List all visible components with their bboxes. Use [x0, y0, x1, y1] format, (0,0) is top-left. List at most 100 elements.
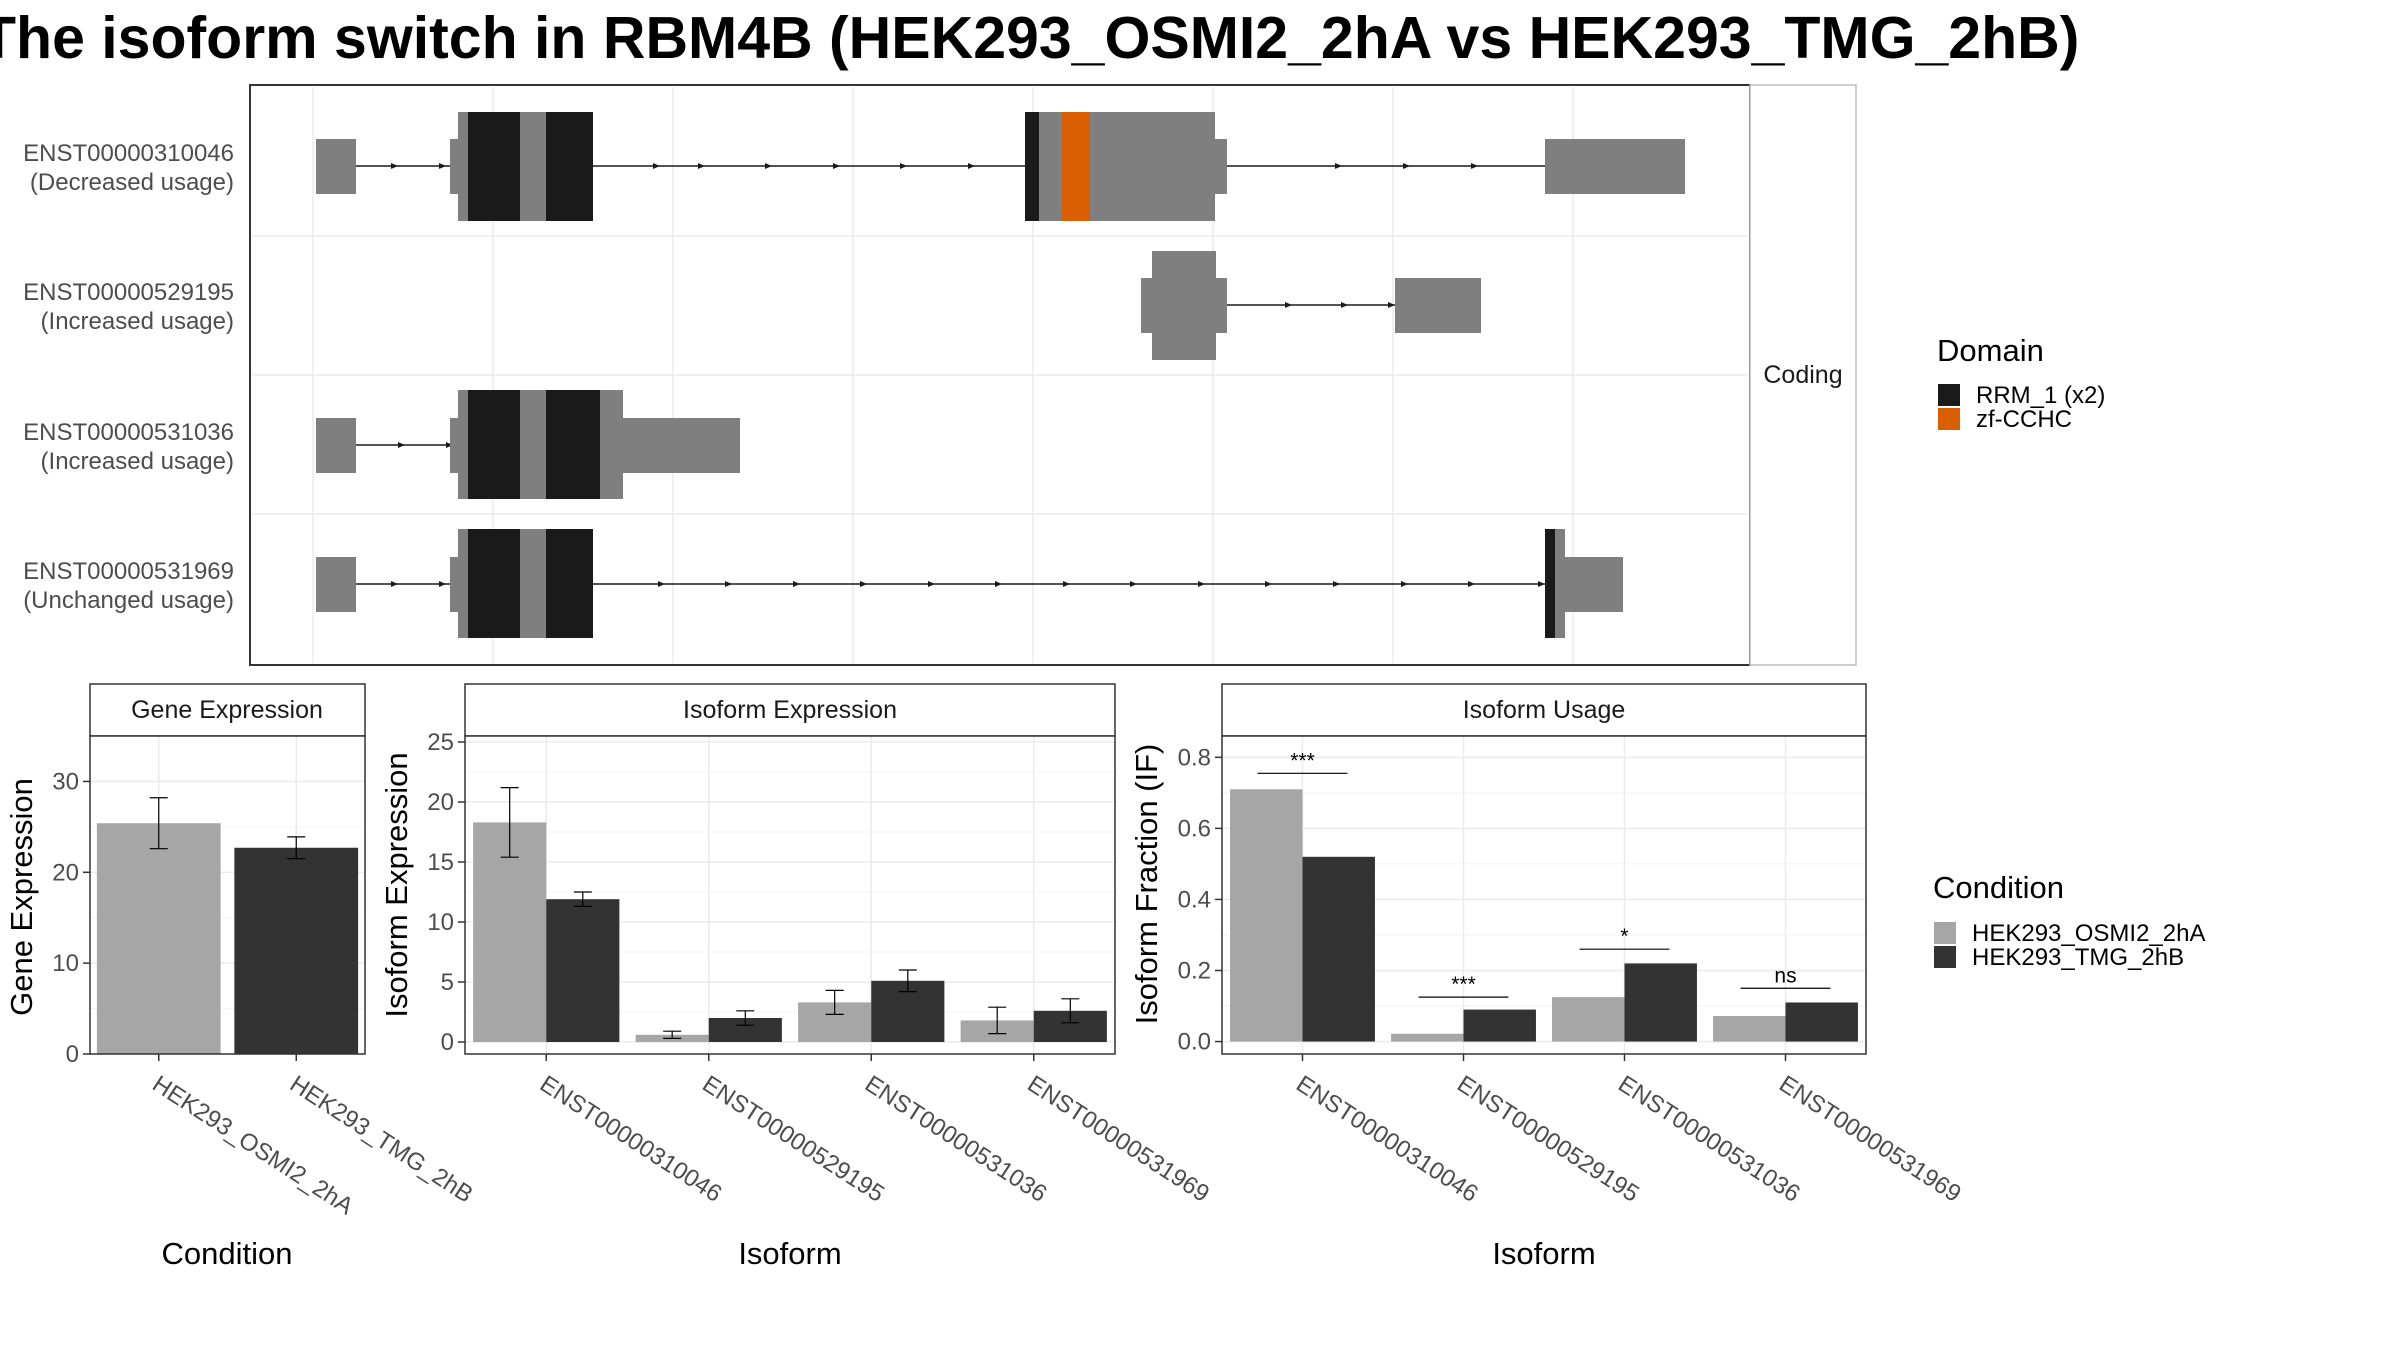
structure-gridlines [252, 87, 1748, 663]
bar [1391, 1033, 1464, 1042]
isoform-usage-strip-label: Isoform Usage [1463, 696, 1626, 724]
isoform-expression-ylabel: Isoform Expression [379, 752, 414, 1017]
x-tick-label: ENST00000531969 [1022, 1070, 1214, 1207]
y-tick-label: 0.6 [1178, 815, 1211, 842]
bar [1552, 997, 1625, 1042]
bar [234, 847, 359, 1054]
plot-border [1221, 735, 1867, 1055]
bar [96, 823, 221, 1054]
domain-legend: Domain RRM_1 (x2) zf-CCHC [1937, 333, 2105, 433]
isoform-expression-strip-label: Isoform Expression [683, 696, 897, 724]
condition-legend-title: Condition [1933, 870, 2064, 905]
track-labels: ENST00000310046 (Decreased usage) ENST00… [23, 140, 234, 614]
exon [316, 557, 356, 612]
y-tick-label: 25 [427, 729, 454, 756]
transcript-track-4 [316, 529, 1623, 638]
y-tick-label: 0.8 [1178, 744, 1211, 771]
track-label-id: ENST00000310046 [23, 140, 234, 167]
exon-utr [1213, 139, 1227, 194]
y-tick-label: 10 [52, 950, 79, 977]
transcript-track-2 [1141, 251, 1481, 360]
isoform-expression-xlabel: Isoform [738, 1236, 841, 1271]
track-label-id: ENST00000529195 [23, 279, 234, 306]
y-tick-label: 0.0 [1178, 1029, 1211, 1056]
isoform-usage-strip [1221, 683, 1867, 737]
y-tick-label: 30 [52, 768, 79, 795]
legend-label-tmg: HEK293_TMG_2hB [1972, 944, 2184, 971]
y-tick-label: 0.4 [1178, 886, 1211, 913]
rrm-domain [546, 529, 593, 638]
gene-expression-strip-label: Gene Expression [131, 696, 323, 724]
zf-cchc-domain [1062, 112, 1090, 221]
isoform-usage-panel: Isoform Usage Isoform Isoform Fraction (… [1129, 683, 1966, 1271]
isoform-usage-xlabel: Isoform [1492, 1236, 1595, 1271]
isoform-usage-ylabel: Isoform Fraction (IF) [1129, 744, 1164, 1025]
rrm-domain [1025, 112, 1039, 221]
condition-legend: Condition HEK293_OSMI2_2hA HEK293_TMG_2h… [1933, 870, 2205, 971]
bar [1302, 856, 1375, 1042]
bar [1624, 963, 1697, 1042]
y-tick-label: 0 [441, 1029, 454, 1056]
gene-expression-strip [89, 683, 366, 737]
exon-utr [1563, 557, 1623, 612]
rrm-domain [1545, 529, 1555, 638]
gene-expression-xlabel: Condition [162, 1236, 293, 1271]
bar [1463, 1009, 1536, 1042]
bar [1713, 1015, 1786, 1042]
transcript-track-3 [316, 390, 740, 499]
plot-border [464, 735, 1116, 1055]
track-label-id: ENST00000531036 [23, 419, 234, 446]
figure-title: The isoform switch in RBM4B (HEK293_OSMI… [0, 5, 2079, 71]
rrm-domain [546, 390, 600, 499]
track-label-usage: (Increased usage) [41, 308, 234, 335]
gene-expression-ylabel: Gene Expression [4, 778, 39, 1016]
exon [1395, 278, 1481, 333]
y-tick-label: 20 [52, 859, 79, 886]
y-tick-label: 20 [427, 789, 454, 816]
transcript-structure-panel: Coding [23, 84, 1857, 666]
legend-swatch-rrm [1938, 384, 1960, 406]
domain-legend-title: Domain [1937, 333, 2044, 368]
rrm-domain [546, 112, 593, 221]
significance-label: * [1620, 925, 1628, 948]
y-tick-label: 5 [441, 969, 454, 996]
y-tick-label: 10 [427, 909, 454, 936]
exon [316, 418, 356, 473]
bar [1785, 1002, 1858, 1042]
exon-utr [620, 418, 740, 473]
legend-swatch-osmi2 [1934, 922, 1956, 944]
legend-swatch-zf-cchc [1938, 408, 1960, 430]
intron-line [355, 442, 455, 448]
legend-label-osmi2: HEK293_OSMI2_2hA [1972, 920, 2205, 947]
legend-label-zf-cchc: zf-CCHC [1976, 406, 2072, 433]
isoform-expression-strip [464, 683, 1116, 737]
rrm-domain [468, 390, 520, 499]
exon-cds [1025, 112, 1215, 221]
significance-label: ns [1774, 964, 1796, 987]
plot-border [89, 735, 366, 1055]
isoform-expression-panel: Isoform Expression Isoform Isoform Expre… [379, 683, 1214, 1271]
bar [546, 899, 620, 1042]
intron-line [1225, 302, 1395, 308]
coding-strip [1749, 84, 1857, 666]
bar [473, 822, 547, 1042]
legend-label-rrm: RRM_1 (x2) [1976, 382, 2105, 409]
track-label-usage: (Increased usage) [41, 448, 234, 475]
rrm-domain [468, 112, 520, 221]
y-tick-label: 15 [427, 849, 454, 876]
legend-swatch-tmg [1934, 946, 1956, 968]
significance-label: *** [1451, 973, 1476, 996]
rrm-domain [468, 529, 520, 638]
track-label-usage: (Unchanged usage) [23, 587, 234, 614]
transcript-track-1 [316, 112, 1685, 221]
exon-cds [1152, 251, 1216, 360]
coding-strip-label: Coding [1763, 361, 1842, 389]
track-label-id: ENST00000531969 [23, 558, 234, 585]
y-tick-label: 0.2 [1178, 958, 1211, 985]
exon [1545, 139, 1685, 194]
exon [316, 139, 356, 194]
bar [1230, 789, 1303, 1042]
track-label-usage: (Decreased usage) [30, 169, 234, 196]
y-tick-label: 0 [66, 1041, 79, 1068]
